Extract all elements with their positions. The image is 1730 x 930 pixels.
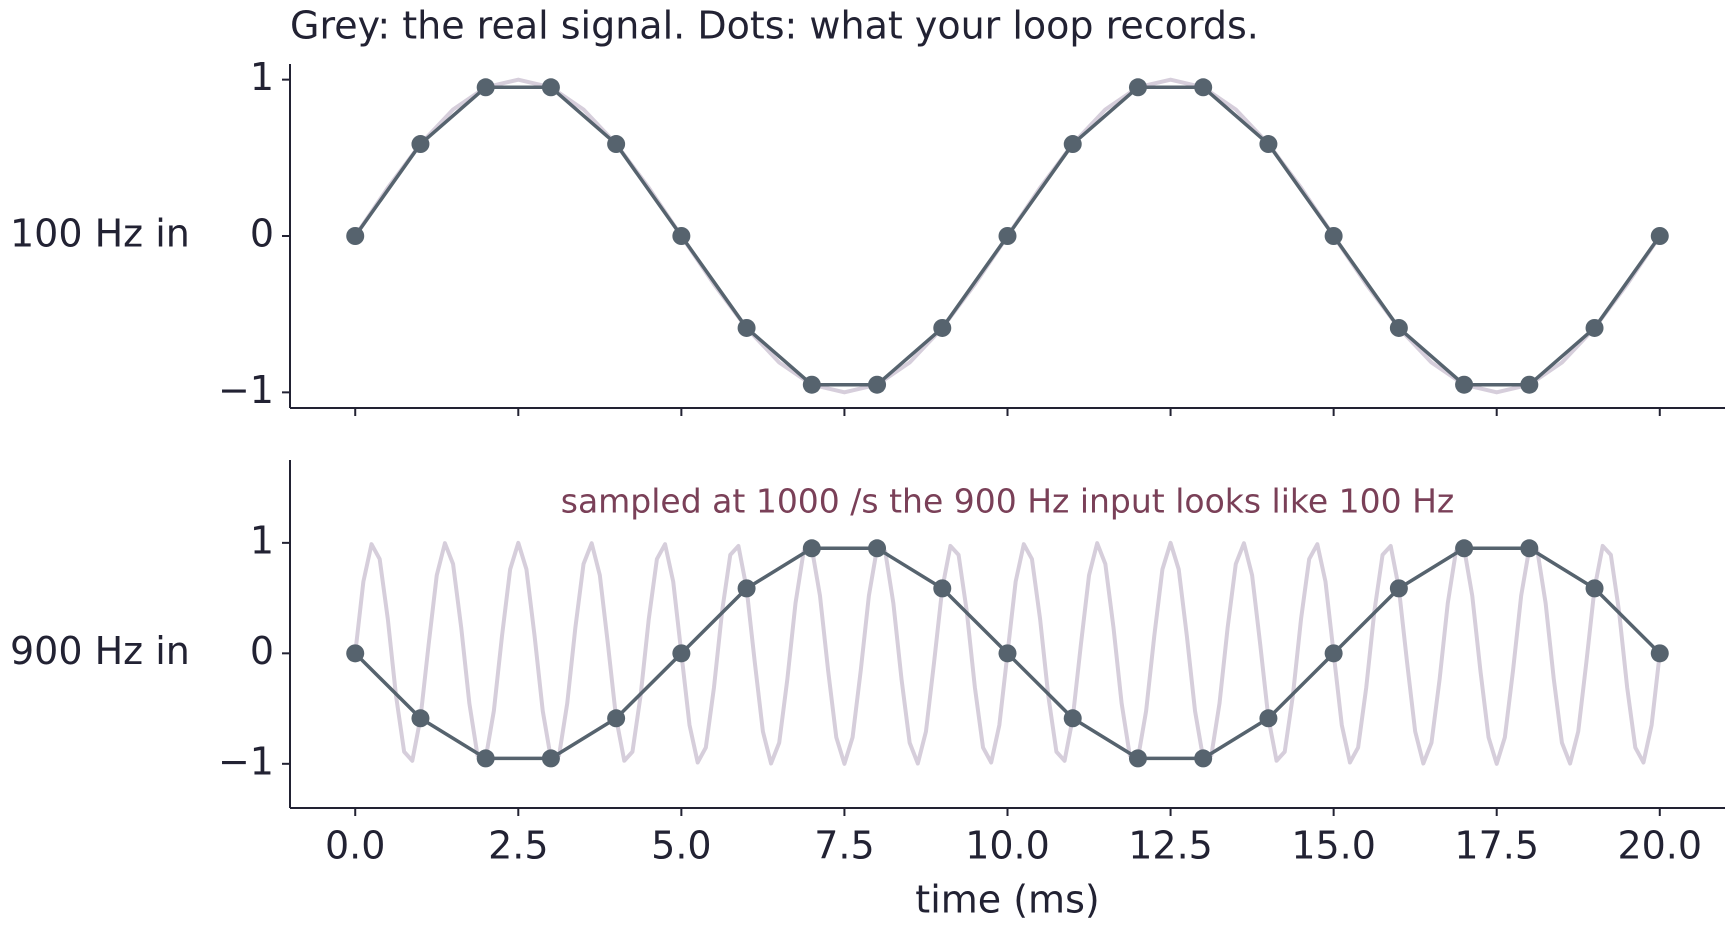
y-tick-label: 0 [250,212,274,256]
sample-dot [346,644,365,663]
x-tick-label: 10.0 [965,824,1050,868]
y-tick-label: −1 [218,739,274,783]
y-axis-label: 100 Hz in [10,212,190,256]
y-axis-label: 900 Hz in [10,629,190,673]
sample-dot [672,644,691,663]
y-tick-label: 1 [250,518,274,562]
sample-dot [1063,135,1082,154]
chart-title: Grey: the real signal. Dots: what your l… [290,4,1259,48]
sample-dot [1259,709,1278,728]
sample-dot [737,318,756,337]
sample-dot [1585,318,1604,337]
sample-dot [1585,579,1604,598]
sample-dot [933,579,952,598]
x-tick-label: 2.5 [488,824,548,868]
sample-dot [672,227,691,245]
x-tick-label: 17.5 [1454,824,1539,868]
sample-dot [541,78,560,97]
sample-dot [476,749,495,768]
x-axis-label: time (ms) [915,878,1099,922]
sample-dot [411,709,430,728]
sample-dot [933,318,952,337]
sample-dot [868,375,887,394]
sample-dot [802,375,821,394]
x-tick-label: 15.0 [1291,824,1376,868]
y-tick-label: −1 [218,368,274,412]
sample-dot [541,749,560,768]
sample-dot [998,227,1017,245]
sample-dot [1128,749,1147,768]
x-tick-label: 0.0 [325,824,385,868]
y-tick-label: 0 [250,629,274,673]
sample-dot [411,135,430,154]
sample-dot [476,78,495,97]
sample-dot [346,227,365,245]
annotation: sampled at 1000 /s the 900 Hz input look… [561,482,1454,521]
x-tick-label: 20.0 [1617,824,1702,868]
sample-dot [1194,749,1213,768]
sample-dot [998,644,1017,663]
sample-dot [607,709,626,728]
x-tick-label: 7.5 [814,824,874,868]
sample-dot [1128,78,1147,97]
sample-dot [1389,579,1408,598]
x-tick-label: 12.5 [1128,824,1213,868]
sample-dot [1389,318,1408,337]
y-tick-label: 1 [250,55,274,99]
sample-dot [1650,644,1669,663]
sample-dot [1455,375,1474,394]
sample-dot [1063,709,1082,728]
sample-dot [1455,539,1474,558]
sample-dot [1650,227,1669,245]
sample-dot [1324,227,1343,245]
sample-dot [1520,375,1539,394]
sample-dot [1520,539,1539,558]
sample-dot [1324,644,1343,663]
sample-dot [607,135,626,154]
sample-dot [1259,135,1278,154]
sample-dot [868,539,887,558]
sample-dot [802,539,821,558]
x-tick-label: 5.0 [651,824,711,868]
sample-dot [737,579,756,598]
sample-dot [1194,78,1213,97]
